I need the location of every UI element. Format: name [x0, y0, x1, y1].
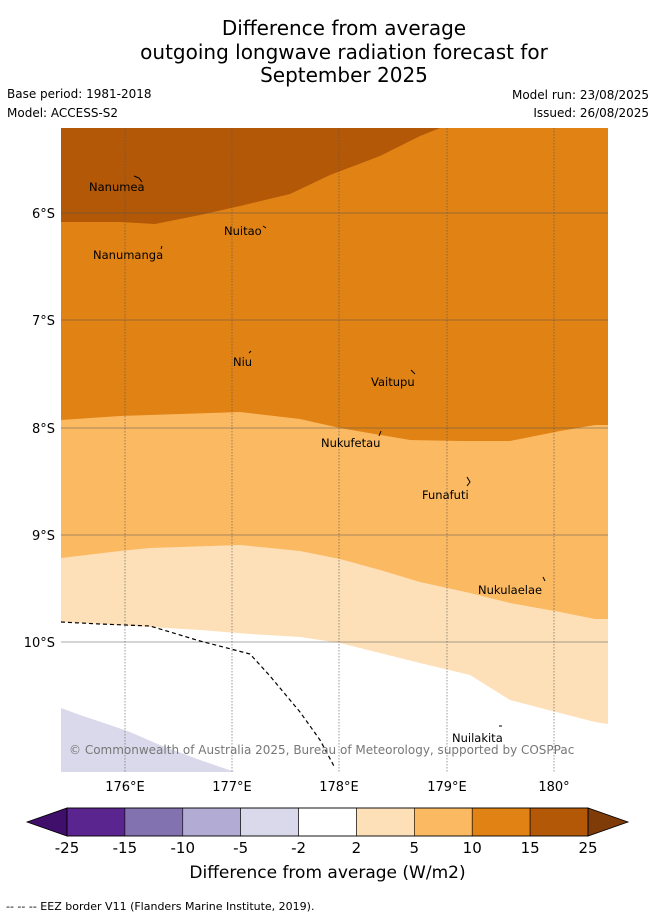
- lon-label-179e: 179°E: [427, 780, 467, 795]
- nanumanga-island-shape: [160, 245, 163, 250]
- lat-label-10s: 10°S: [24, 636, 55, 651]
- colorbar-title: Difference from average (W/m2): [189, 863, 466, 883]
- lon-label-176e: 176°E: [105, 780, 145, 795]
- niu-island-shape: [248, 350, 252, 354]
- latitude-grid: [61, 212, 608, 643]
- colorbar-tick-label: 15: [521, 839, 540, 857]
- colorbar-segment: [471, 807, 531, 837]
- nukufetau-island-shape: [378, 430, 382, 437]
- title-line-1: Difference from average: [221, 16, 467, 40]
- lon-label-178e: 178°E: [319, 780, 359, 795]
- island-label-vaitupu: Vaitupu: [371, 375, 415, 389]
- lat-label-8s: 8°S: [32, 422, 55, 437]
- funafuti-island-shape: [466, 476, 471, 487]
- island-label-nuitao: Nuitao: [224, 224, 262, 238]
- title-line-3: September 2025: [260, 63, 428, 87]
- colorbar-segment: [124, 807, 184, 837]
- colorbar-segment: [240, 807, 299, 837]
- band-15-25: [61, 128, 440, 224]
- map-panel: Nanumea Nuitao Nanumanga Niu Vaitupu Nuk…: [61, 128, 608, 772]
- title-line-2: outgoing longwave radiation forecast for: [140, 39, 548, 64]
- island-label-nuilakita: Nuilakita: [452, 731, 503, 745]
- colorbar-tick-label: -2: [291, 839, 306, 857]
- nuitao-island-shape: [262, 225, 267, 229]
- island-label-nukufetau: Nukufetau: [321, 436, 380, 450]
- colorbar-segment: [298, 807, 357, 837]
- colorbar-tick-label: 5: [410, 839, 420, 857]
- nanumea-island-shape: [133, 175, 143, 183]
- island-label-funafuti: Funafuti: [422, 488, 469, 502]
- colorbar-tick-label: -5: [233, 839, 248, 857]
- lat-label-6s: 6°S: [32, 207, 55, 222]
- colorbar-tick-label: -10: [171, 839, 196, 857]
- island-label-nanumea: Nanumea: [89, 180, 145, 194]
- lon-label-180: 180°: [538, 780, 569, 795]
- issued-date: Issued: 26/08/2025: [533, 106, 649, 120]
- colorbar-extend-low: [25, 807, 68, 837]
- colorbar-frame: [66, 807, 589, 837]
- colorbar-tick-label: 10: [463, 839, 482, 857]
- map-title: Difference from average outgoing longwav…: [0, 16, 655, 88]
- lon-label-177e: 177°E: [212, 780, 252, 795]
- eez-border: [61, 621, 336, 769]
- colorbar-segment: [529, 807, 589, 837]
- colorbar-segment: [66, 807, 126, 837]
- lat-label-9s: 9°S: [32, 529, 55, 544]
- colorbar-extend-high: [587, 807, 630, 837]
- island-shapes: [133, 175, 546, 727]
- colorbar-segment: [356, 807, 415, 837]
- colorbar-tick-label: -25: [55, 839, 80, 857]
- island-label-niu: Niu: [233, 355, 252, 369]
- vaitupu-island-shape: [410, 369, 416, 375]
- island-label-nanumanga: Nanumanga: [93, 248, 163, 262]
- longitude-grid: [124, 128, 555, 772]
- lat-label-7s: 7°S: [32, 314, 55, 329]
- copyright-notice: © Commonwealth of Australia 2025, Bureau…: [69, 743, 574, 757]
- model-run: Model run: 23/08/2025: [511, 88, 649, 102]
- colorbar-tick-label: -15: [113, 839, 138, 857]
- eez-legend-note: -- -- -- EEZ border V11 (Flanders Marine…: [6, 900, 315, 913]
- colorbar-tick-label: 2: [352, 839, 362, 857]
- colorbar-segment: [182, 807, 241, 837]
- base-period: Base period: 1981-2018: [7, 87, 152, 101]
- model-name: Model: ACCESS-S2: [7, 106, 119, 120]
- colorbar: -25 -15 -10 -5 -2 2 5 10 15 25: [25, 807, 630, 857]
- island-label-nukulaelae: Nukulaelae: [478, 583, 542, 597]
- band-neg5-neg2: [61, 708, 235, 772]
- nukulaelae-island-shape: [542, 576, 546, 582]
- colorbar-segment: [414, 807, 473, 837]
- colorbar-tick-label: 25: [578, 839, 597, 857]
